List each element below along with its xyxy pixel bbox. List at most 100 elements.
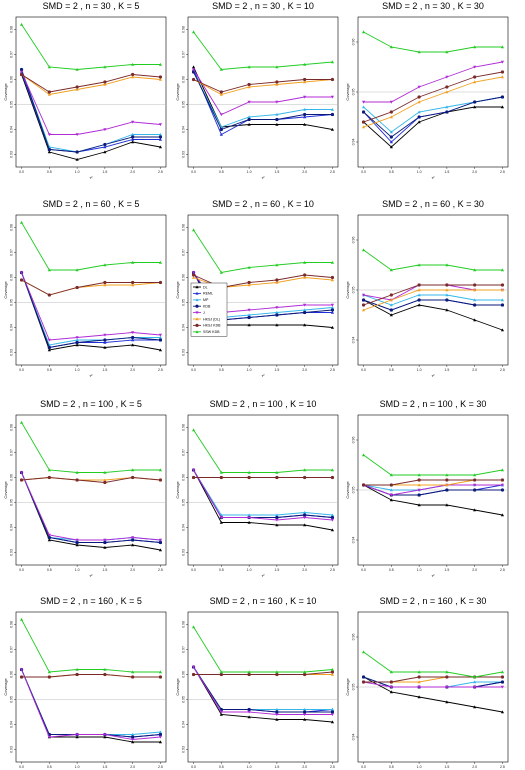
- series-point: [47, 147, 51, 152]
- series-point: [191, 273, 196, 277]
- series-point: [103, 478, 107, 482]
- x-tick-label: 2.5: [500, 568, 505, 572]
- series-point: [417, 283, 421, 287]
- series-point: [131, 283, 135, 287]
- x-tick-label: 0.0: [191, 170, 196, 174]
- series-point: [361, 30, 366, 34]
- series-point: [500, 670, 505, 674]
- series-point: [500, 45, 505, 49]
- series-line: [193, 71, 333, 131]
- series-point: [500, 298, 505, 302]
- series-point: [473, 75, 477, 79]
- series-line: [21, 74, 161, 95]
- series-line: [193, 469, 333, 521]
- x-axis-label: τ²: [432, 175, 436, 180]
- series-point: [417, 483, 421, 487]
- series-point: [247, 65, 251, 69]
- y-tick-label: 0.93: [182, 746, 186, 753]
- series-point: [131, 543, 135, 547]
- panel-title: SMD = 2 , n = 160 , K = 10: [210, 596, 317, 606]
- series-point: [389, 488, 393, 492]
- series-point: [158, 62, 163, 66]
- series-point: [500, 288, 505, 292]
- series-point: [445, 293, 449, 297]
- series-point: [47, 92, 51, 96]
- series-point: [275, 518, 279, 522]
- series-point: [389, 670, 393, 674]
- series-point: [191, 30, 196, 34]
- series-point: [103, 735, 107, 739]
- legend-entry: MP: [203, 298, 209, 302]
- y-tick-label: 0.94: [10, 126, 14, 133]
- panel-12: SMD = 2 , n = 160 , K = 30 0.94 0.95 0.96 0.…: [345, 596, 509, 769]
- series-point: [103, 338, 107, 342]
- x-tick-label: 1.0: [417, 765, 422, 769]
- series-point: [131, 331, 135, 335]
- series-point: [361, 105, 366, 109]
- series-point: [303, 95, 307, 99]
- series-point: [473, 318, 477, 322]
- series-point: [75, 150, 79, 154]
- x-tick-label: 0.5: [47, 765, 52, 769]
- y-tick-label: 0.94: [352, 139, 356, 146]
- x-tick-label: 2.0: [472, 170, 477, 174]
- series-point: [330, 112, 335, 117]
- series-point: [303, 672, 307, 677]
- series-point: [103, 480, 107, 485]
- series-line: [21, 472, 161, 541]
- series-point: [303, 308, 307, 312]
- y-tick-label: 0.95: [182, 101, 186, 108]
- series-point: [191, 65, 196, 69]
- series-line: [21, 472, 161, 543]
- series-point: [445, 670, 449, 674]
- series-point: [47, 133, 51, 137]
- x-tick-label: 1.0: [247, 765, 252, 769]
- series-point: [275, 710, 279, 714]
- series-point: [158, 468, 163, 472]
- plot-frame: [15, 414, 167, 566]
- series-point: [75, 340, 79, 345]
- series-point: [19, 668, 24, 672]
- x-tick-label: 0.5: [47, 170, 52, 174]
- series-point: [103, 470, 107, 474]
- series-point: [417, 685, 421, 689]
- y-axis-label: Coverage: [345, 83, 350, 101]
- series-point: [361, 125, 366, 129]
- series-point: [330, 468, 335, 472]
- series-point: [103, 80, 107, 84]
- series-point: [303, 310, 307, 315]
- series-point: [47, 293, 51, 297]
- series-point: [47, 338, 51, 342]
- series-point: [247, 516, 251, 520]
- series-point: [75, 667, 79, 671]
- x-tick-label: 0.0: [19, 568, 24, 572]
- series-point: [445, 50, 449, 54]
- series-point: [303, 510, 307, 514]
- series-point: [19, 617, 24, 621]
- series-point: [131, 338, 135, 342]
- series-point: [131, 468, 135, 472]
- series-point: [103, 667, 107, 671]
- series-point: [473, 65, 477, 69]
- series-line: [363, 106, 503, 148]
- series-point: [131, 475, 135, 480]
- series-line: [193, 429, 333, 473]
- series-point: [158, 478, 163, 482]
- series-point: [103, 733, 107, 737]
- series-point: [473, 473, 477, 477]
- series-line: [193, 671, 333, 675]
- y-tick-label: 0.98: [10, 224, 14, 231]
- series-point: [247, 470, 251, 474]
- x-tick-label: 0.5: [389, 568, 394, 572]
- x-tick-label: 0.0: [191, 765, 196, 769]
- series-line: [363, 651, 503, 678]
- series-point: [158, 280, 163, 285]
- y-tick-label: 0.98: [10, 621, 14, 628]
- series-point: [417, 675, 421, 679]
- series-point: [303, 323, 307, 327]
- series-point: [275, 100, 279, 104]
- series-point: [275, 515, 279, 520]
- series-point: [75, 87, 79, 91]
- series-point: [473, 483, 477, 487]
- series-point: [473, 680, 477, 684]
